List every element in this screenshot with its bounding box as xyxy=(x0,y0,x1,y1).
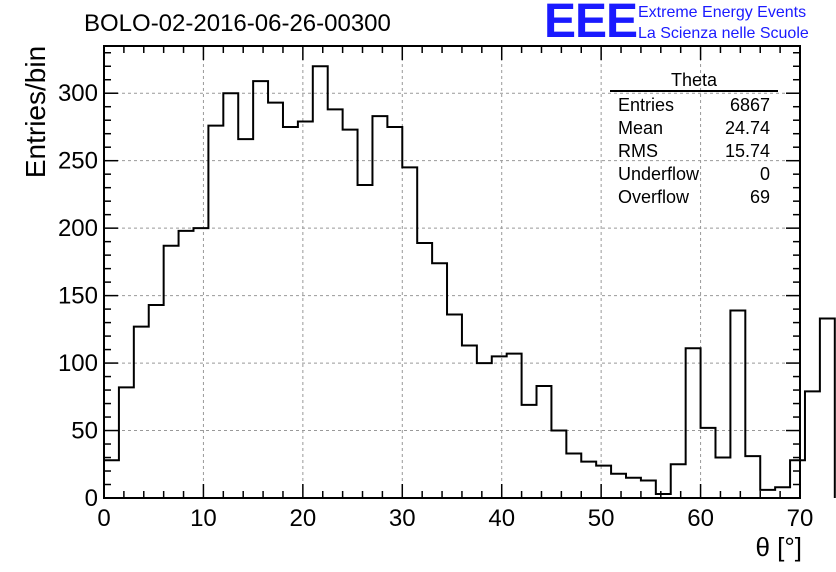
stats-divider xyxy=(610,90,778,92)
y-axis-label: Entries/bin xyxy=(20,45,51,179)
logo-line-1: Extreme Energy Events xyxy=(638,4,807,21)
stats-value: 6867 xyxy=(729,95,770,115)
x-tick-label: 10 xyxy=(190,505,217,532)
x-tick-label: 70 xyxy=(787,505,814,532)
y-tick-label: 100 xyxy=(58,350,98,377)
histogram-series-line xyxy=(103,65,836,498)
plot-frame xyxy=(103,45,801,499)
stats-row-rms: RMS 15.74 xyxy=(610,140,778,163)
stats-row-underflow: Underflow 0 xyxy=(610,163,778,186)
tick-labels: 0 10 20 30 40 50 60 70 0 50 100 150 200 250 300 xyxy=(58,80,813,532)
y-tick-label: 200 xyxy=(58,215,98,242)
y-tick-label: 250 xyxy=(58,148,98,175)
y-tick-label: 0 xyxy=(85,485,98,512)
x-tick-label: 0 xyxy=(97,505,110,532)
y-tick-label: 300 xyxy=(58,80,98,107)
stats-label: Underflow xyxy=(618,164,700,184)
stats-label: Overflow xyxy=(618,187,690,207)
stats-value: 0 xyxy=(759,164,770,184)
stats-value: 15.74 xyxy=(724,141,770,161)
x-tick-label: 60 xyxy=(687,505,714,532)
chart-title: BOLO-02-2016-06-26-00300 xyxy=(84,10,391,37)
stats-value: 69 xyxy=(749,187,770,207)
y-tick-label: 50 xyxy=(71,418,98,445)
x-tick-label: 50 xyxy=(588,505,615,532)
stats-title: Theta xyxy=(670,70,718,90)
stats-row-entries: Entries 6867 xyxy=(610,94,778,117)
x-axis-label: θ [°] xyxy=(755,532,802,562)
stats-label: RMS xyxy=(618,141,658,161)
stats-box: Theta Entries 6867 Mean 24.74 RMS 15.74 … xyxy=(610,70,778,209)
stats-label: Entries xyxy=(618,95,675,115)
x-tick-label: 20 xyxy=(290,505,317,532)
x-tick-label: 30 xyxy=(389,505,416,532)
x-tick-label: 40 xyxy=(488,505,515,532)
grid-lines xyxy=(104,46,800,498)
stats-value: 24.74 xyxy=(724,118,770,138)
stats-label: Mean xyxy=(618,118,664,138)
logo-line-2: La Scienza nelle Scuole xyxy=(638,25,809,42)
eee-logo: EEE xyxy=(544,0,638,48)
y-tick-label: 150 xyxy=(58,283,98,310)
stats-row-overflow: Overflow 69 xyxy=(610,186,778,209)
stats-row-mean: Mean 24.74 xyxy=(610,117,778,140)
